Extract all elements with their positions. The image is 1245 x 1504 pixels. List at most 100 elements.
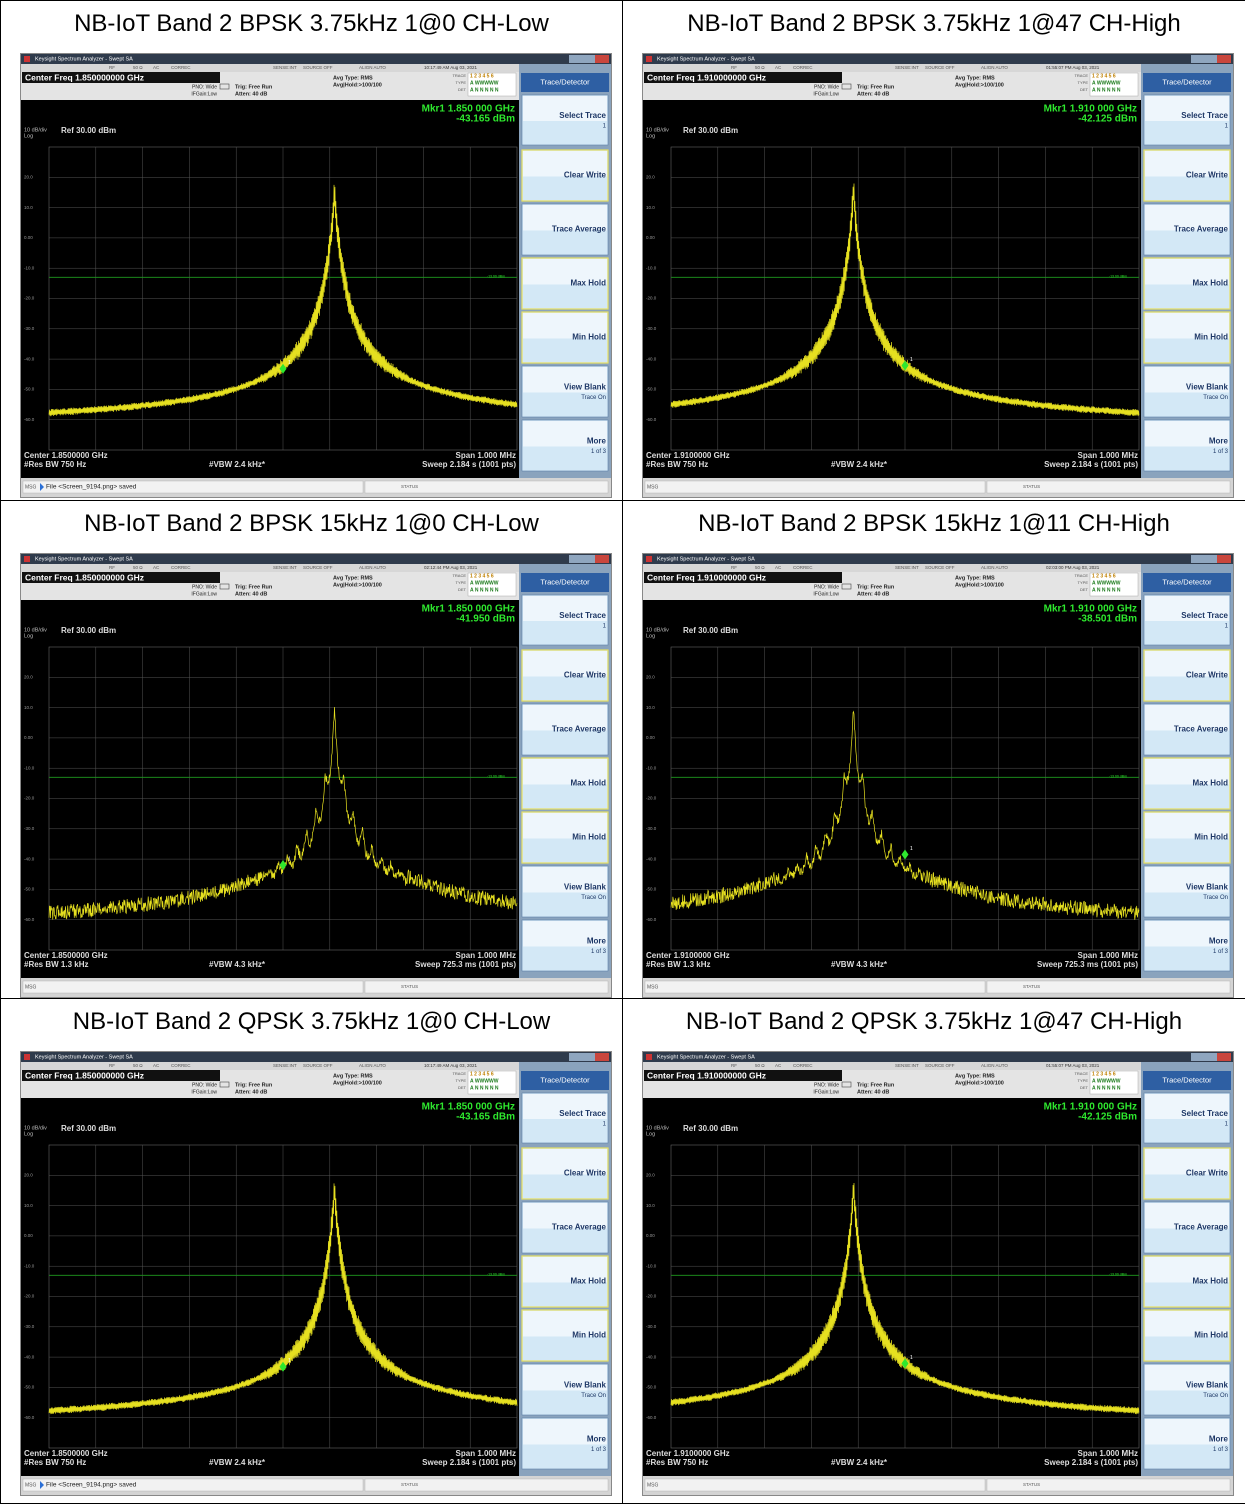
center-freq-box <box>22 72 220 83</box>
y-tick-label: 20.0 <box>646 174 655 179</box>
trace-row-label: TRACE <box>1074 573 1088 578</box>
status-item: ALIGN AUTO <box>981 1063 1008 1068</box>
app-icon <box>646 56 652 62</box>
y-tick-label: -40.0 <box>24 1354 35 1359</box>
status-item: RF <box>731 65 737 70</box>
msg-label: MSG <box>25 1482 37 1488</box>
softkey-label: View Blank <box>1186 1381 1229 1390</box>
trace-nums: 1 2 3 4 5 6 <box>1092 573 1116 579</box>
softkey-label: Clear Write <box>1186 671 1229 680</box>
softkey-shine <box>1145 151 1229 177</box>
pno: PNO: Wide <box>814 84 839 90</box>
message-field <box>22 1478 364 1492</box>
title-bar <box>21 1052 611 1062</box>
limit-label: -13.00 dBm <box>1109 1273 1127 1277</box>
ifgain: IFGain:Low <box>191 591 217 597</box>
marker-id: 1 <box>910 357 913 363</box>
status-label: STATUS <box>401 1482 418 1487</box>
status-item: SENSE:INT <box>273 1063 297 1068</box>
app-title: Keysight Spectrum Analyzer - Swept SA <box>657 1054 755 1060</box>
ref-level: Ref 30.00 dBm <box>61 126 116 135</box>
status-label: STATUS <box>1023 484 1040 489</box>
trace-box <box>1089 572 1139 597</box>
center-freq: Center Freq 1.850000000 GHz <box>25 1070 144 1080</box>
scale: 10 dB/div <box>24 127 47 133</box>
softkey-sub: Trace On <box>581 895 606 901</box>
trace-type: A WWWWW <box>1092 580 1121 586</box>
y-tick-label: -60.0 <box>646 1415 657 1420</box>
scale: 10 dB/div <box>646 127 669 133</box>
softkey-header: Trace/Detector <box>1162 77 1212 86</box>
status-item: SOURCE OFF <box>303 565 333 570</box>
y-tick-label: 10.0 <box>646 205 655 210</box>
span: Span 1.000 MHz <box>1078 951 1138 960</box>
softkey-sub: Trace On <box>1203 895 1228 901</box>
y-tick-label: -10.0 <box>646 1263 657 1268</box>
app-title: Keysight Spectrum Analyzer - Swept SA <box>35 1054 133 1060</box>
trace-row-label: TYPE <box>456 80 467 85</box>
y-tick-label: -50.0 <box>646 387 657 392</box>
trace-det: A N N N N N <box>1092 587 1121 593</box>
marker-freq: Mkr1 1.850 000 GHz <box>422 104 515 115</box>
status-item: AC <box>775 65 782 70</box>
marker-id: 1 <box>288 1358 291 1364</box>
y-tick-label: -30.0 <box>24 1324 35 1329</box>
trace-box <box>467 72 517 97</box>
softkey-sub: 1 of 3 <box>591 949 607 955</box>
softkey-shine <box>523 259 607 285</box>
table-cell: NB-IoT Band 2 BPSK 3.75kHz 1@47 CH-High K… <box>623 1 1245 501</box>
close-button <box>595 55 609 63</box>
avg-hold: Avg|Hold:>100/100 <box>955 1080 1004 1086</box>
status-item: CORREC <box>171 1063 191 1068</box>
screen <box>21 600 519 978</box>
close-button <box>595 1053 609 1061</box>
marker <box>279 860 287 871</box>
status-item: CORREC <box>793 565 813 570</box>
status-item: SENSE:INT <box>273 565 297 570</box>
log: Log <box>646 133 655 139</box>
trace-det: A N N N N N <box>470 587 499 593</box>
y-tick-label: 0.00 <box>24 235 33 240</box>
softkey-sub: Trace On <box>581 395 606 401</box>
cell-title: NB-IoT Band 2 BPSK 3.75kHz 1@0 CH-Low <box>74 10 549 37</box>
center-freq-box <box>22 572 220 583</box>
analyzer-screen: Keysight Spectrum Analyzer - Swept SA RF 5… <box>643 554 1233 997</box>
table-cell: NB-IoT Band 2 BPSK 15kHz 1@11 CH-High Key… <box>623 501 1245 999</box>
log: Log <box>24 1131 33 1137</box>
softkey-label: View Blank <box>1186 883 1229 892</box>
scale: 10 dB/div <box>24 1125 47 1131</box>
ref-level: Ref 30.00 dBm <box>683 126 738 135</box>
center-freq: Center Freq 1.910000000 GHz <box>647 72 766 82</box>
trace-box <box>1089 72 1139 97</box>
analyzer-screen: Keysight Spectrum Analyzer - Swept SA RF 5… <box>643 1052 1233 1495</box>
softkey-label: More <box>587 1435 607 1444</box>
y-tick-label: -30.0 <box>646 826 657 831</box>
softkey-label: Max Hold <box>570 1277 606 1286</box>
status-item: SENSE:INT <box>273 65 297 70</box>
timestamp: 10:17:49 AM Aug 03, 2021 <box>424 65 478 70</box>
marker-level: -42.125 dBm <box>1078 114 1137 125</box>
center: Center 1.8500000 GHz <box>24 1449 108 1458</box>
ifgain: IFGain:Low <box>813 91 839 97</box>
sweep: Sweep 2.184 s (1001 pts) <box>1044 1458 1138 1467</box>
window-buttons <box>1191 1053 1231 1061</box>
center-freq: Center Freq 1.910000000 GHz <box>647 572 766 582</box>
cell-title: NB-IoT Band 2 BPSK 15kHz 1@11 CH-High <box>698 510 1170 537</box>
pno-switch <box>841 83 852 90</box>
vbw: #VBW 2.4 kHz* <box>209 1458 266 1467</box>
center: Center 1.9100000 GHz <box>646 451 730 460</box>
scale: 10 dB/div <box>24 627 47 633</box>
status-field <box>986 980 1231 994</box>
ref-level: Ref 30.00 dBm <box>61 626 116 635</box>
spectrum-trace <box>670 1182 1140 1415</box>
message: File <Screen_9194.png> saved <box>46 1482 137 1489</box>
spectrum-trace <box>670 183 1140 417</box>
window-buttons <box>569 1053 609 1061</box>
trig: Trig: Free Run <box>857 584 895 590</box>
softkey-header: Trace/Detector <box>540 1075 590 1084</box>
status-strip <box>643 1062 1233 1070</box>
avg-hold: Avg|Hold:>100/100 <box>333 82 382 88</box>
softkey-shine <box>1145 421 1229 447</box>
center-freq-box <box>644 572 842 583</box>
pno: PNO: Wide <box>814 1082 839 1088</box>
